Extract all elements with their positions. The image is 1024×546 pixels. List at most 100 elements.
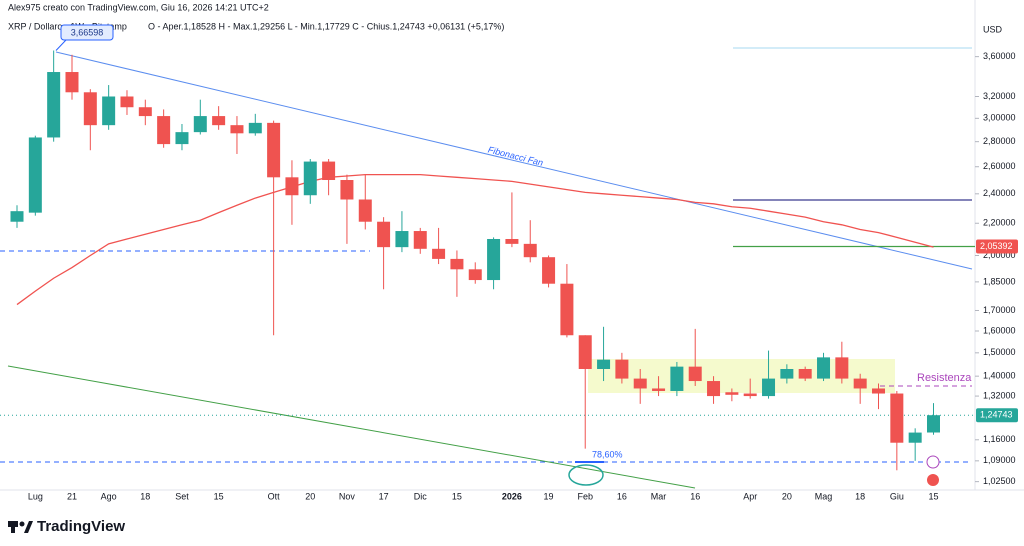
- candle-body: [358, 199, 372, 222]
- y-tick-label: 1,40000: [983, 371, 1016, 381]
- candle-body: [248, 122, 262, 134]
- callout-pointer: [55, 39, 67, 51]
- event-icon[interactable]: [927, 474, 939, 486]
- candle-body: [303, 161, 317, 196]
- x-tick-label: 18: [855, 491, 865, 501]
- y-tick-label: 1,32000: [983, 390, 1016, 400]
- candle-body: [652, 388, 666, 391]
- annotation: Resistenza: [917, 372, 972, 384]
- x-tick-label: 16: [617, 491, 627, 501]
- x-tick-label: Set: [175, 491, 189, 501]
- y-tick-label: 1,02500: [983, 476, 1016, 486]
- candle-body: [597, 359, 611, 369]
- level-price-label-box: [976, 239, 1018, 254]
- fan-line: [7, 365, 696, 489]
- candle-body: [670, 366, 684, 391]
- candle-body: [120, 96, 134, 108]
- candle-body: [28, 137, 42, 213]
- x-tick-label: 19: [544, 491, 554, 501]
- candle-body: [780, 368, 794, 379]
- candle-body: [83, 92, 97, 126]
- candle-body: [505, 238, 519, 244]
- x-tick-label: 20: [782, 491, 792, 501]
- candle-body: [927, 415, 940, 433]
- y-tick-label: 1,60000: [983, 325, 1016, 335]
- candle-body: [267, 122, 281, 178]
- x-tick-label: 18: [140, 491, 150, 501]
- x-tick-label: Mar: [651, 491, 667, 501]
- candle-body: [725, 392, 739, 395]
- candle-body: [65, 72, 79, 93]
- brand-logo: [8, 521, 33, 533]
- candle-body: [102, 96, 116, 126]
- y-tick-label: 1,85000: [983, 276, 1016, 286]
- highlight-circle: [568, 464, 604, 486]
- candle-body: [193, 116, 207, 133]
- y-tick-label: 2,80000: [983, 136, 1016, 146]
- level-price-label: 2,05392: [980, 241, 1013, 251]
- callout-label: 3,66598: [71, 27, 104, 37]
- candle-body: [523, 243, 537, 258]
- candle-body: [762, 378, 776, 397]
- candle-body: [798, 368, 812, 379]
- x-tick-label: 15: [928, 491, 938, 501]
- candle-body: [47, 72, 61, 138]
- x-tick-label: Nov: [339, 491, 356, 501]
- candle-body: [340, 180, 354, 200]
- x-tick-label: 15: [452, 491, 462, 501]
- fan-line: [55, 51, 973, 270]
- candle-body: [450, 258, 464, 270]
- candle-body: [322, 161, 336, 181]
- x-tick-label: 17: [379, 491, 389, 501]
- moving-average: [16, 173, 934, 306]
- y-tick-label: 2,00000: [983, 250, 1016, 260]
- x-tick-label: Lug: [28, 491, 43, 501]
- y-tick-label: 1,16000: [983, 434, 1016, 444]
- x-tick-label: Apr: [743, 491, 757, 501]
- candle-body: [395, 231, 409, 248]
- y-tick-label: 2,20000: [983, 218, 1016, 228]
- x-tick-label: Giu: [890, 491, 904, 501]
- candle-body: [175, 132, 189, 145]
- x-tick-label: Dic: [414, 491, 427, 501]
- candle-body: [835, 357, 849, 379]
- candle-body: [468, 269, 482, 281]
- y-tick-label: 3,60000: [983, 51, 1016, 61]
- candle-body: [743, 393, 757, 397]
- candle-body: [890, 393, 904, 443]
- event-icon[interactable]: [926, 455, 940, 469]
- x-tick-label: Mag: [815, 491, 833, 501]
- candle-body: [707, 381, 721, 397]
- y-tick-label: 1,09000: [983, 455, 1016, 465]
- y-tick-label: 3,20000: [983, 91, 1016, 101]
- x-tick-label: Feb: [577, 491, 593, 501]
- header: Alex975 creato con TradingView.com, Giu …: [8, 2, 269, 12]
- x-tick-label: Ott: [268, 491, 281, 501]
- x-tick-label: Ago: [101, 491, 117, 501]
- candle-body: [10, 211, 24, 222]
- candle-body: [138, 107, 152, 117]
- y-tick-label: 3,00000: [983, 113, 1016, 123]
- candle-body: [578, 335, 592, 369]
- y-unit: USD: [983, 24, 1003, 34]
- candle-body: [230, 125, 244, 134]
- annotation: 78,60%: [592, 449, 623, 459]
- y-tick-label: 1,50000: [983, 347, 1016, 357]
- y-tick-label: 2,60000: [983, 161, 1016, 171]
- y-tick-label: 2,40000: [983, 188, 1016, 198]
- x-tick-label: 15: [214, 491, 224, 501]
- last-price-label-box: [976, 408, 1018, 423]
- x-tick-label: 16: [690, 491, 700, 501]
- candle-body: [853, 378, 867, 389]
- x-tick-label: 20: [305, 491, 315, 501]
- candle-body: [872, 388, 886, 394]
- candle-body: [633, 378, 647, 389]
- last-price-label: 1,24743: [980, 410, 1013, 420]
- callout-box: [60, 24, 114, 41]
- candle-body: [908, 432, 922, 443]
- candle-body: [432, 248, 446, 259]
- candle-body: [688, 366, 702, 382]
- candle-body: [212, 116, 226, 126]
